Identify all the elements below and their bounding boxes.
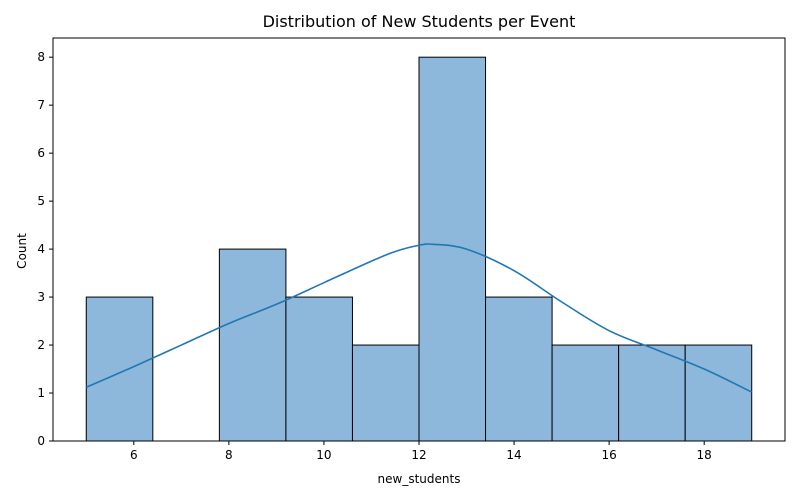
histogram-bar-0 bbox=[85, 296, 154, 442]
histogram-bar-3 bbox=[285, 296, 353, 442]
histogram-bar-6 bbox=[485, 296, 553, 442]
y-tick-label: 1 bbox=[37, 386, 45, 400]
x-axis: 6 8 10 12 14 16 18 bbox=[130, 441, 712, 462]
y-tick-label: 3 bbox=[37, 290, 45, 304]
x-tick-label: 14 bbox=[506, 448, 521, 462]
x-tick-label: 18 bbox=[697, 448, 712, 462]
y-tick-label: 6 bbox=[37, 146, 45, 160]
x-tick-label: 12 bbox=[411, 448, 426, 462]
y-tick-label: 0 bbox=[37, 434, 45, 448]
bars-layer bbox=[85, 56, 753, 442]
x-tick-label: 16 bbox=[601, 448, 616, 462]
histogram-bar-9 bbox=[684, 344, 753, 442]
histogram-bar-2 bbox=[218, 248, 287, 442]
chart-title: Distribution of New Students per Event bbox=[263, 12, 576, 31]
y-tick-label: 8 bbox=[37, 50, 45, 64]
histogram-bar-8 bbox=[618, 344, 686, 442]
y-tick-label: 2 bbox=[37, 338, 45, 352]
y-tick-label: 4 bbox=[37, 242, 45, 256]
histogram-bar-7 bbox=[551, 344, 620, 442]
x-axis-label: new_students bbox=[378, 472, 461, 486]
histogram-bar-4 bbox=[351, 344, 420, 442]
kde-line bbox=[85, 243, 753, 393]
x-tick-label: 8 bbox=[225, 448, 233, 462]
histogram-bar-5 bbox=[418, 56, 487, 442]
y-axis-label: Count bbox=[15, 233, 29, 269]
y-tick-label: 5 bbox=[37, 194, 45, 208]
kde-layer bbox=[85, 243, 753, 393]
x-tick-label: 6 bbox=[130, 448, 138, 462]
y-tick-label: 7 bbox=[37, 98, 45, 112]
y-axis: 0 1 2 3 4 5 6 7 8 bbox=[37, 50, 53, 448]
x-tick-label: 10 bbox=[316, 448, 331, 462]
